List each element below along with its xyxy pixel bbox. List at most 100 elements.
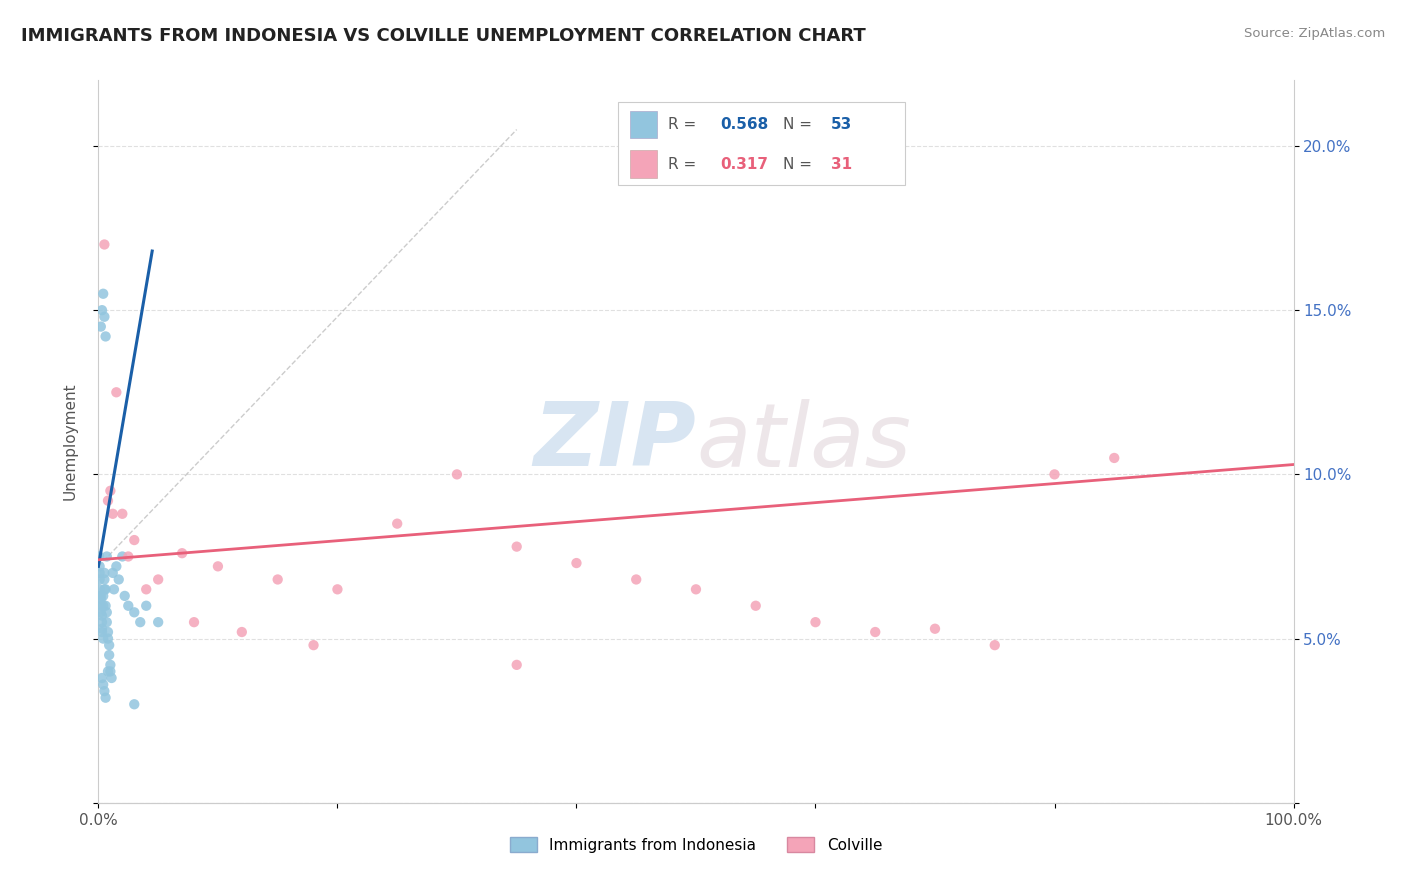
Point [183,615,205,630]
Text: atlas: atlas [696,399,911,484]
Point [93,566,115,580]
Point [135,582,157,597]
Point [93,310,115,324]
Point [91,599,114,613]
Point [111,549,134,564]
Point [107,573,129,587]
Point [98,665,122,679]
Point [89,559,111,574]
Point [93,573,115,587]
Point [172,546,194,560]
Point [326,582,349,597]
Text: R =: R = [668,117,702,132]
Text: R =: R = [668,157,702,171]
Point [91,671,114,685]
Point [100,671,122,685]
Point [90,319,112,334]
Point [91,608,114,623]
Point [685,582,707,597]
Text: 53: 53 [831,117,852,132]
Y-axis label: Unemployment: Unemployment [63,383,77,500]
Point [148,615,170,630]
Point [97,665,120,679]
Point [98,648,121,662]
Point [117,599,139,613]
FancyBboxPatch shape [630,151,657,178]
Point [101,566,124,580]
Point [148,573,170,587]
Point [91,677,114,691]
Text: N =: N = [783,117,817,132]
Point [93,582,115,597]
Point [124,533,146,547]
Text: N =: N = [783,157,817,171]
Legend: Immigrants from Indonesia, Colville: Immigrants from Indonesia, Colville [502,829,890,860]
Point [97,632,120,646]
Text: 0.317: 0.317 [720,157,768,171]
Point [98,657,122,672]
Point [302,638,325,652]
Point [97,493,120,508]
Point [91,622,114,636]
Point [90,599,112,613]
Text: IMMIGRANTS FROM INDONESIA VS COLVILLE UNEMPLOYMENT CORRELATION CHART: IMMIGRANTS FROM INDONESIA VS COLVILLE UN… [21,27,866,45]
FancyBboxPatch shape [619,102,905,185]
Text: Source: ZipAtlas.com: Source: ZipAtlas.com [1244,27,1385,40]
Point [124,605,146,619]
Point [87,549,110,564]
Point [506,540,529,554]
Point [91,589,114,603]
Point [626,573,648,587]
Point [93,237,115,252]
Point [96,549,118,564]
Point [565,556,588,570]
Point [91,625,114,640]
Point [94,599,117,613]
Point [90,592,112,607]
Point [984,638,1007,652]
Point [1104,450,1126,465]
Point [105,559,128,574]
Point [745,599,768,613]
Point [111,507,134,521]
Point [98,483,122,498]
Point [91,303,114,318]
Point [93,684,115,698]
FancyBboxPatch shape [630,111,657,138]
Point [91,615,114,630]
Point [117,549,139,564]
Point [103,582,125,597]
Point [114,589,136,603]
Point [865,625,887,640]
Point [446,467,468,482]
Point [89,566,111,580]
Point [105,385,128,400]
Point [231,625,253,640]
Point [96,605,118,619]
Point [90,605,112,619]
Point [267,573,290,587]
Point [91,286,114,301]
Point [506,657,529,672]
Point [94,582,117,597]
Point [804,615,827,630]
Point [101,507,124,521]
Point [91,632,114,646]
Point [924,622,946,636]
Point [94,329,117,343]
Point [96,615,118,630]
Text: 31: 31 [831,157,852,171]
Point [207,559,229,574]
Text: 0.568: 0.568 [720,117,768,132]
Point [385,516,409,531]
Point [90,589,112,603]
Point [129,615,152,630]
Point [98,638,121,652]
Point [97,625,120,640]
Point [89,582,111,597]
Point [124,698,146,712]
Point [135,599,157,613]
Point [94,690,117,705]
Text: ZIP: ZIP [533,398,696,485]
Point [1043,467,1066,482]
